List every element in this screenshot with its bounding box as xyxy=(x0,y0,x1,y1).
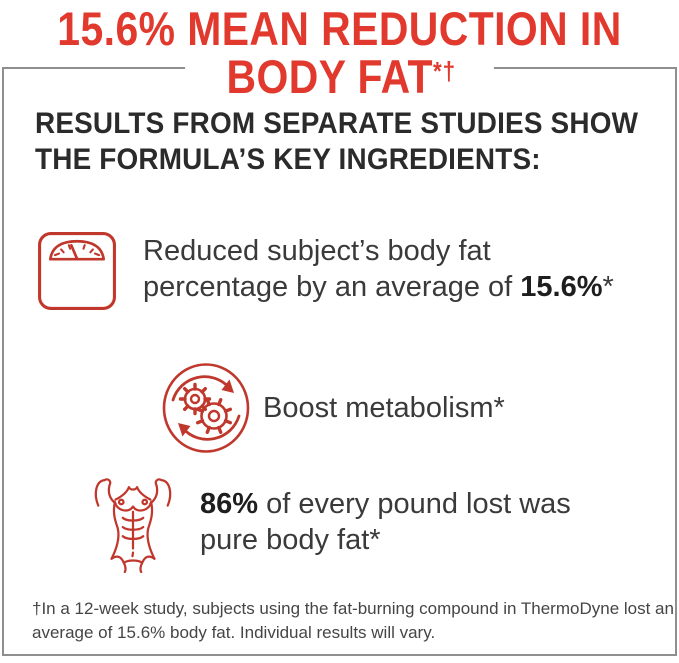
benefit-text-metabolism: Boost metabolism* xyxy=(263,390,505,426)
study-footnote: †In a 12-week study, subjects using the … xyxy=(32,597,674,645)
benefit1-line2-post: * xyxy=(602,271,614,303)
benefit-text-body-fat-reduction: Reduced subject’s body fat percentage by… xyxy=(143,233,614,305)
bathroom-scale-icon xyxy=(37,231,117,311)
subtitle-line1: RESULTS FROM SEPARATE STUDIES SHOW xyxy=(35,107,639,140)
benefit2-line1: Boost metabolism* xyxy=(263,392,505,424)
benefit1-stat: 15.6% xyxy=(520,271,603,303)
results-panel: RESULTS FROM SEPARATE STUDIES SHOW THE F… xyxy=(2,67,677,656)
headline-line1: 15.6% MEAN REDUCTION IN xyxy=(57,2,622,55)
headline-line2-text: BODY FAT xyxy=(226,49,433,103)
benefit1-line2-pre: percentage by an average of xyxy=(143,271,521,303)
headline-footnote-marks: *† xyxy=(432,58,456,86)
headline: 15.6% MEAN REDUCTION IN BODY FAT*† xyxy=(0,0,679,100)
torso-abs-icon xyxy=(92,475,174,573)
benefit1-line1: Reduced subject’s body fat xyxy=(143,235,491,267)
benefit3-line1-post: of every pound lost was xyxy=(258,488,571,520)
benefit3-stat: 86% xyxy=(200,488,259,520)
panel-subtitle: RESULTS FROM SEPARATE STUDIES SHOW THE F… xyxy=(35,106,638,178)
subtitle-line2: THE FORMULA’S KEY INGREDIENTS: xyxy=(35,143,541,176)
metabolism-gears-icon xyxy=(161,362,251,454)
footnote-line1: †In a 12-week study, subjects using the … xyxy=(32,599,674,618)
headline-line2: BODY FAT*† xyxy=(44,52,635,100)
benefit3-line2: pure body fat* xyxy=(200,524,381,556)
footnote-line2: average of 15.6% body fat. Individual re… xyxy=(32,623,436,642)
benefit-text-pure-fat-loss: 86% of every pound lost was pure body fa… xyxy=(200,486,571,558)
